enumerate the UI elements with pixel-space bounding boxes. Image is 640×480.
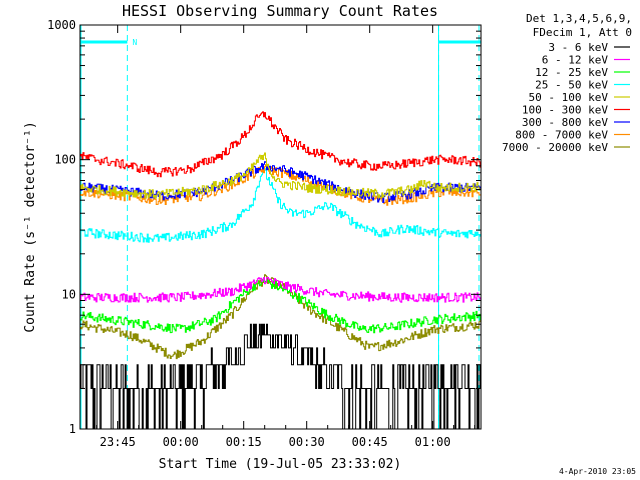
series-layer (80, 111, 481, 429)
x-axis-label: Start Time (19-Jul-05 23:33:02) (159, 457, 402, 472)
series-line-12-25-kev (80, 278, 481, 334)
x-tick-label: 00:30 (289, 435, 325, 449)
y-tick-label: 1 (69, 422, 76, 436)
y-axis-label: Count Rate (s⁻¹ detector⁻¹) (23, 121, 38, 332)
series-line-6-12-kev (80, 277, 481, 303)
legend-entry-label: 300 - 800 keV (522, 116, 608, 129)
legend-entry-label: 7000 - 20000 keV (502, 141, 608, 154)
legend-entry-label: 50 - 100 keV (529, 91, 609, 104)
y-tick-label: 100 (54, 153, 76, 167)
footer-timestamp: 4-Apr-2010 23:05 (559, 467, 636, 476)
night-flag-label: N (132, 38, 137, 47)
legend-entry-label: 800 - 7000 keV (515, 129, 608, 142)
chart-title: HESSI Observing Summary Count Rates (122, 2, 438, 20)
y-tick-label: 10 (62, 287, 76, 301)
legend-entry-label: 100 - 300 keV (522, 104, 608, 117)
series-line-25-50-kev (80, 167, 481, 243)
legend-entry-label: 12 - 25 keV (535, 66, 608, 79)
x-tick-label: 23:45 (100, 435, 136, 449)
legend-header-line-2: FDecim 1, Att 0 (533, 26, 632, 39)
axis-ticks: 23:45 00:00 00:15 00:30 00:45 01:00 1 10 100 1000 (47, 18, 481, 449)
series-line-50-100-kev (80, 152, 481, 199)
legend-header-line-1: Det 1,3,4,5,6,9, (526, 12, 632, 25)
series-line-100-300-kev (80, 111, 481, 178)
x-tick-label: 00:00 (163, 435, 199, 449)
y-tick-label: 1000 (47, 18, 76, 32)
series-line-300-800-kev (80, 161, 481, 203)
plot-frame (79, 24, 482, 430)
series-line-3-6-kev (80, 323, 481, 429)
x-tick-label: 00:15 (226, 435, 262, 449)
legend-entry-label: 6 - 12 keV (542, 54, 609, 67)
legend-entry-label: 3 - 6 keV (548, 41, 608, 54)
night-flag-layer: N (80, 25, 481, 429)
x-tick-label: 01:00 (415, 435, 451, 449)
x-tick-label: 00:45 (352, 435, 388, 449)
legend: Det 1,3,4,5,6,9, FDecim 1, Att 0 3 - 6 k… (502, 12, 632, 154)
legend-entry-label: 25 - 50 keV (535, 79, 608, 92)
